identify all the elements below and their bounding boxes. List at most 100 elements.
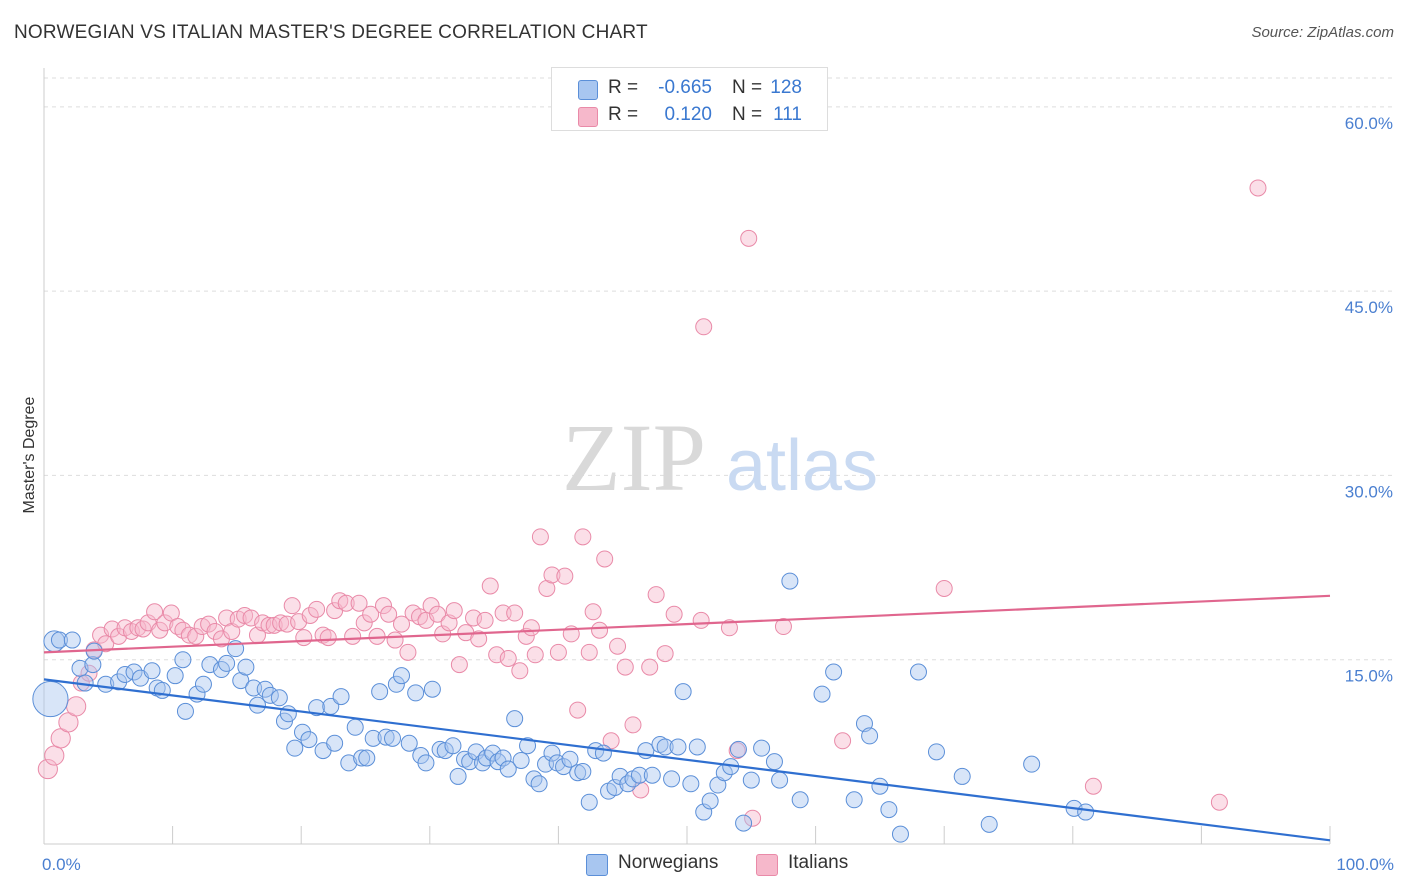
norwegian-point [880,801,898,819]
bottom-legend-swatch-norwegians [586,854,608,876]
bottom-legend-swatch-italians [756,854,778,876]
italian-point [624,716,642,734]
norwegian-point [861,727,879,745]
italian-point [569,701,587,719]
italian-point [80,664,98,682]
norwegian-point [891,825,909,843]
norwegian-point [606,778,624,796]
italian-point [146,603,164,621]
norwegian-trendline [43,678,1331,842]
norwegian-point [84,656,102,674]
italian-point [156,614,174,632]
norwegian-point [1023,755,1041,773]
norwegian-point [1077,803,1095,821]
norwegian-point [340,754,358,772]
italian-point [656,645,674,663]
italian-point [596,550,614,568]
bottom-legend-label-norwegians: Norwegians [618,852,719,873]
y-tick-label: 30.0% [1345,482,1393,501]
italian-point [272,614,290,632]
bottom-legend-label-italians: Italians [788,852,849,873]
chart-title: NORWEGIAN VS ITALIAN MASTER'S DEGREE COR… [14,22,648,43]
legend-n-value: 111 [773,104,802,125]
italian-point [393,615,411,633]
legend-r-value: -0.665 [658,77,712,98]
norwegian-point [825,663,843,681]
italian-point [1210,793,1228,811]
italian-point [531,528,549,546]
italian-point [744,809,762,827]
italian-point [556,567,574,585]
norwegian-point [771,771,789,789]
norwegian-point [953,767,971,785]
norwegian-point [417,754,435,772]
italian-point [110,627,128,645]
norwegian-point [153,681,171,699]
norwegian-point [980,815,998,833]
italian-point [308,600,326,618]
watermark-atlas: atlas [726,426,878,506]
italian-point [399,643,417,661]
legend-n-label: N = [732,77,763,98]
y-tick-label: 15.0% [1345,667,1393,686]
italian-points [37,179,1267,827]
italian-point [602,732,620,750]
norwegian-point [729,740,747,758]
italian-point [526,646,544,664]
tick-labels: 15.0% 30.0% 45.0% 60.0% 0.0% 100.0% [42,114,1394,874]
italian-point [580,643,598,661]
legend-row-italians: R = 0.120 N = 111 [552,101,827,129]
norwegian-point [871,777,889,795]
norwegian-point [431,740,449,758]
norwegian-point [332,688,350,706]
norwegian-point [574,763,592,781]
norwegian-point [525,770,543,788]
norwegian-point [512,751,530,769]
italian-point [834,732,852,750]
norwegian-point [742,771,760,789]
gridlines [44,77,1394,661]
watermark: ZIP atlas [562,404,878,511]
norwegian-point [174,651,192,669]
italian-point [695,318,713,336]
italian-point [295,629,313,647]
legend-swatch-italians [578,107,598,127]
watermark-zip: ZIP [562,404,706,511]
norwegian-point [194,675,212,693]
italian-point [494,604,512,622]
norwegian-point [530,775,548,793]
norwegian-point [580,793,598,811]
norwegian-point [308,699,326,717]
norwegian-point [519,737,537,755]
italian-point [935,579,953,597]
norwegian-point [695,803,713,821]
norwegian-point [237,658,255,676]
norwegian-point [594,744,612,762]
norwegian-point [630,766,648,784]
legend-row-norwegians: R = -0.665 N = 128 [552,74,827,102]
legend: R = -0.665 N = 128 R = 0.120 N = 111 [551,67,828,131]
italian-point [543,566,561,584]
norwegian-point [467,743,485,761]
x-tick-label: 0.0% [42,855,81,874]
norwegian-point [50,631,68,649]
italian-point [665,605,683,623]
y-tick-label: 45.0% [1345,298,1393,317]
italian-point [386,631,404,649]
norwegian-point [63,631,81,649]
italian-point [647,586,665,604]
italian-point [511,662,529,680]
norwegian-point [845,791,863,809]
italian-point [774,618,792,636]
norwegian-point [813,685,831,703]
y-tick-label: 60.0% [1345,114,1393,133]
italian-point [692,611,710,629]
italian-point [720,619,738,637]
norwegian-point [499,760,517,778]
norwegian-point [346,718,364,736]
norwegian-point [176,702,194,720]
italian-point [355,614,373,632]
norwegian-point [326,734,344,752]
legend-n-value: 128 [770,77,802,98]
norwegian-point [358,749,376,767]
